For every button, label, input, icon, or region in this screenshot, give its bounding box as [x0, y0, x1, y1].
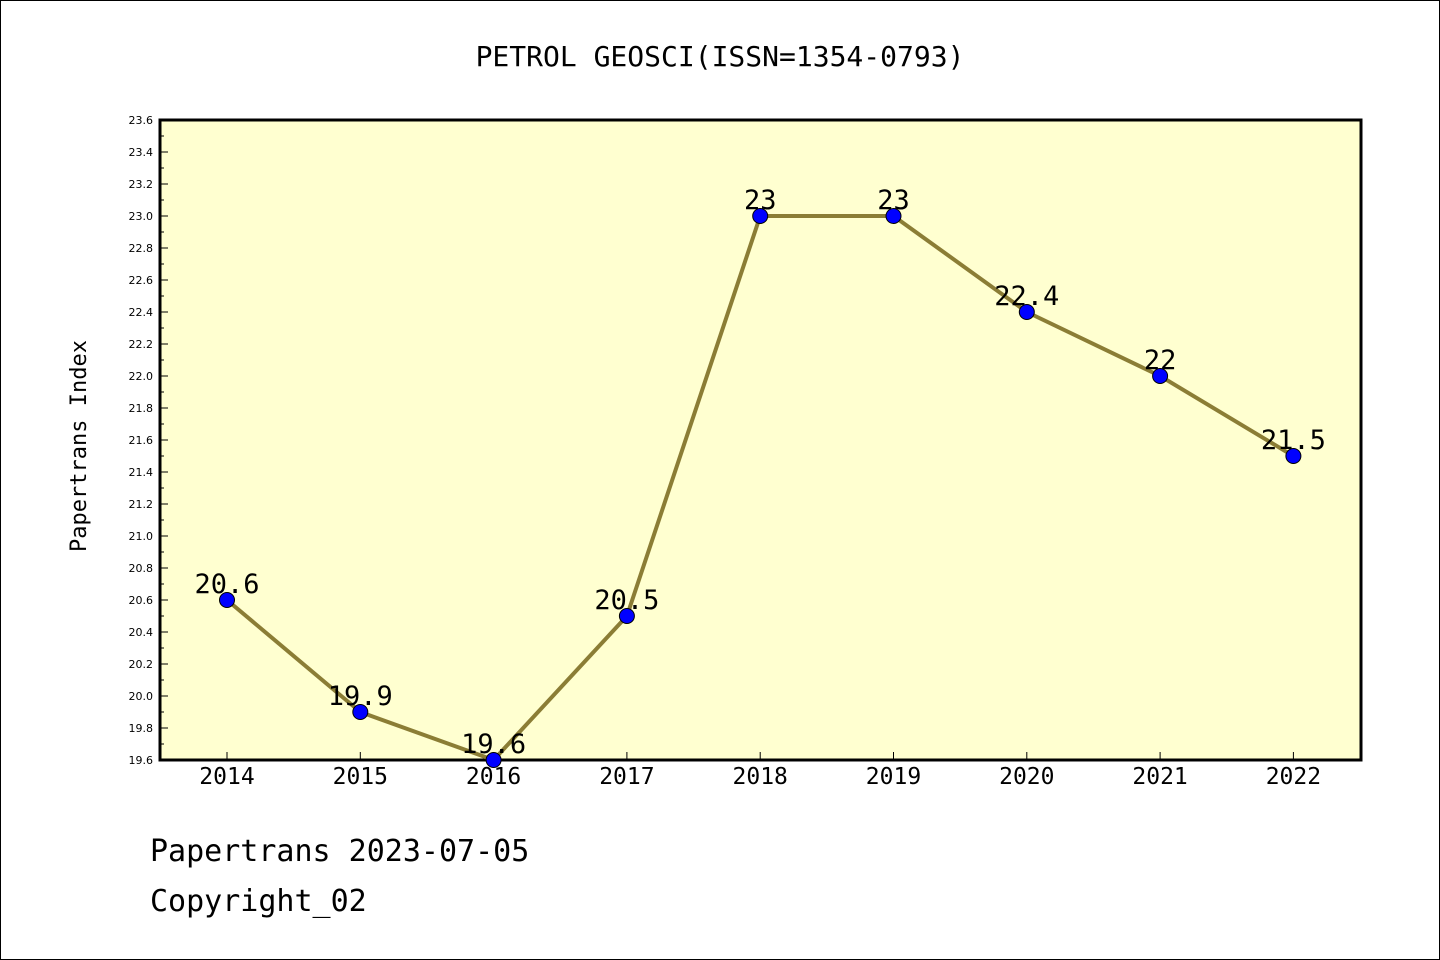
data-point-marker	[885, 208, 902, 224]
x-tick-label: 2022	[1266, 764, 1321, 790]
x-tick-label: 2019	[866, 764, 921, 790]
y-tick-label: 21.8	[129, 402, 154, 415]
x-tick-label: 2021	[1132, 764, 1187, 790]
y-tick-label: 20.4	[129, 626, 154, 639]
x-axis: 2014 2015 2016 2017 2018 2019 2020 2021 2022	[199, 752, 1321, 790]
data-label: 20.6	[194, 569, 259, 600]
y-tick-label: 19.8	[129, 722, 154, 735]
data-point-marker	[1152, 368, 1169, 384]
y-tick-label: 21.2	[129, 498, 154, 511]
data-point-marker	[1018, 304, 1035, 320]
y-tick-label: 20.8	[129, 562, 154, 575]
x-tick-label: 2017	[599, 764, 654, 790]
x-tick-label: 2014	[199, 764, 254, 790]
data-point-marker	[485, 752, 502, 768]
data-label: 19.6	[461, 729, 526, 760]
data-point-marker	[752, 208, 769, 224]
y-tick-label: 22.4	[129, 306, 154, 319]
plot-area	[158, 118, 1363, 762]
y-tick-label: 22.2	[129, 338, 154, 351]
data-point-marker	[1285, 448, 1302, 464]
x-tick-label: 2015	[333, 764, 388, 790]
data-label: 22.4	[994, 281, 1059, 312]
footer-date: Papertrans 2023-07-05	[150, 834, 530, 869]
data-point-marker	[352, 704, 369, 720]
x-tick-label: 2016	[466, 764, 521, 790]
y-axis: 19.6 19.8 20.0 20.2 20.4 20.6 20.8 21.0 21.2 21.4…	[129, 114, 168, 767]
y-tick-label: 23.6	[129, 114, 154, 127]
y-tick-label: 20.6	[129, 594, 154, 607]
y-tick-label: 23.2	[129, 178, 154, 191]
y-tick-label: 22.0	[129, 370, 154, 383]
data-label: 20.5	[594, 585, 659, 616]
data-label: 23	[877, 185, 910, 216]
y-tick-label: 22.8	[129, 242, 154, 255]
y-tick-label: 23.0	[129, 210, 154, 223]
data-label: 23	[744, 185, 777, 216]
data-point-marker	[219, 592, 235, 608]
footer-copyright: Copyright_02	[150, 884, 367, 919]
y-tick-label: 20.0	[129, 690, 154, 703]
y-tick-label: 21.6	[129, 434, 154, 447]
data-label: 21.5	[1261, 425, 1326, 456]
y-axis-label: Papertrans Index	[67, 340, 92, 552]
data-point-marker	[618, 608, 635, 624]
series-group: 20.6 19.9 19.6 20.5 23 23 22.4 22 21.5	[194, 185, 1326, 768]
y-tick-label: 20.2	[129, 658, 154, 671]
x-tick-label: 2020	[999, 764, 1054, 790]
y-tick-label: 19.6	[129, 754, 154, 767]
x-tick-label: 2018	[733, 764, 788, 790]
y-tick-label: 21.0	[129, 530, 154, 543]
chart-title: PETROL GEOSCI(ISSN=1354-0793)	[476, 40, 965, 73]
y-tick-label: 23.4	[129, 146, 154, 159]
data-label: 22	[1144, 345, 1177, 376]
y-tick-label: 21.4	[129, 466, 154, 479]
data-label: 19.9	[328, 681, 393, 712]
y-tick-label: 22.6	[129, 274, 154, 287]
